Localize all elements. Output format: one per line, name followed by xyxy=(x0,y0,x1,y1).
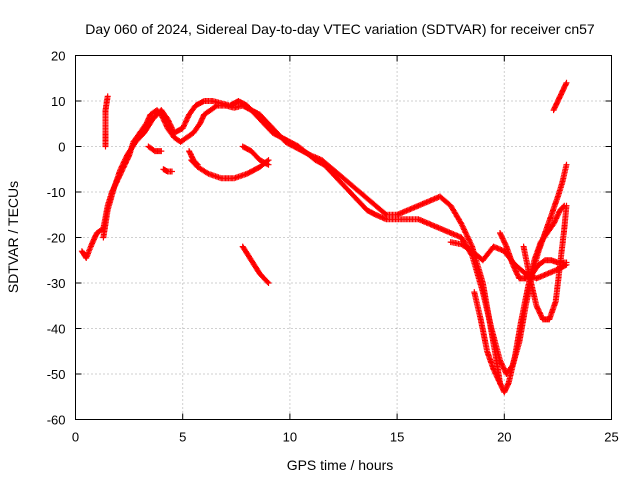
series-markers xyxy=(100,98,570,377)
y-axis-label: SDTVAR / TECUs xyxy=(5,181,21,293)
series-markers xyxy=(160,166,175,175)
axis-ticks xyxy=(75,55,612,420)
x-tick-label: 5 xyxy=(179,430,186,445)
series-markers xyxy=(497,230,570,282)
y-tick-label: -30 xyxy=(47,276,66,291)
x-axis-label: GPS time / hours xyxy=(287,457,394,473)
y-tick-label: -50 xyxy=(47,367,66,382)
series-markers xyxy=(471,289,503,387)
x-tick-label: 25 xyxy=(604,430,618,445)
y-tick-label: -20 xyxy=(47,231,66,246)
series-trace-11 xyxy=(102,93,111,150)
x-tick-label: 20 xyxy=(497,430,511,445)
series-trace-8 xyxy=(520,202,570,323)
series-markers xyxy=(145,143,165,155)
grid-lines xyxy=(75,55,612,420)
y-tick-label: -10 xyxy=(47,185,66,200)
chart-title: Day 060 of 2024, Sidereal Day-to-day VTE… xyxy=(85,21,595,37)
data-series xyxy=(78,79,570,396)
series-trace-13 xyxy=(145,143,165,155)
series-trace-14 xyxy=(186,148,201,168)
y-tick-label: -40 xyxy=(47,322,66,337)
series-markers xyxy=(550,79,570,114)
series-trace-5 xyxy=(239,243,272,286)
series-trace-9 xyxy=(497,230,570,282)
x-tick-label: 15 xyxy=(390,430,404,445)
y-tick-label: -60 xyxy=(47,413,66,428)
x-tick-label: 10 xyxy=(283,430,297,445)
y-tick-label: 10 xyxy=(51,94,65,109)
series-trace-10 xyxy=(550,79,570,114)
series-markers xyxy=(102,93,111,150)
series-markers xyxy=(239,243,272,286)
y-tick-label: 0 xyxy=(58,140,65,155)
axis-tick-labels: 0 5 10 15 20 25 -60 -50 -40 -30 -20 -10 0 10 20 xyxy=(47,49,619,445)
series-trace-12 xyxy=(160,166,175,175)
series-markers xyxy=(520,202,570,323)
series-markers xyxy=(186,148,201,168)
series-trace-2 xyxy=(100,98,570,377)
y-tick-label: 20 xyxy=(51,49,65,64)
series-trace-7 xyxy=(471,289,503,387)
x-tick-label: 0 xyxy=(72,430,79,445)
